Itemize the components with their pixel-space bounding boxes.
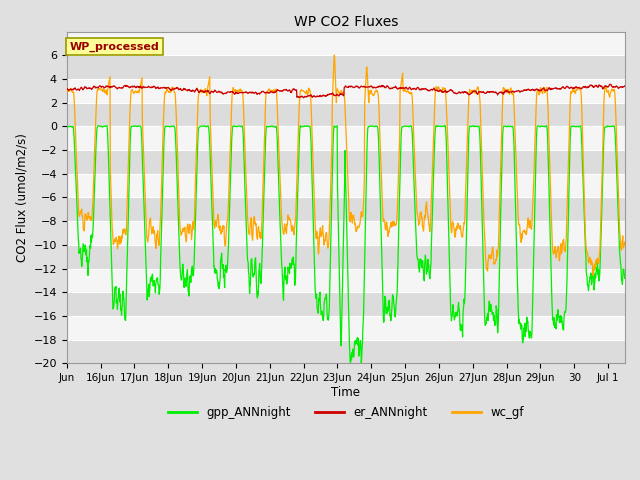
Bar <box>67 269 625 292</box>
Title: WP CO2 Fluxes: WP CO2 Fluxes <box>294 15 398 29</box>
Bar <box>67 79 625 103</box>
Bar <box>67 316 625 340</box>
X-axis label: Time: Time <box>332 386 360 399</box>
Legend: gpp_ANNnight, er_ANNnight, wc_gf: gpp_ANNnight, er_ANNnight, wc_gf <box>163 401 529 424</box>
Bar <box>67 292 625 316</box>
Bar <box>67 245 625 269</box>
Text: WP_processed: WP_processed <box>70 41 159 52</box>
Bar <box>67 174 625 197</box>
Bar <box>67 340 625 363</box>
Bar <box>67 150 625 174</box>
Bar <box>67 197 625 221</box>
Bar <box>67 221 625 245</box>
Bar <box>67 126 625 150</box>
Bar <box>67 55 625 79</box>
Y-axis label: CO2 Flux (umol/m2/s): CO2 Flux (umol/m2/s) <box>15 133 28 262</box>
Bar <box>67 103 625 126</box>
